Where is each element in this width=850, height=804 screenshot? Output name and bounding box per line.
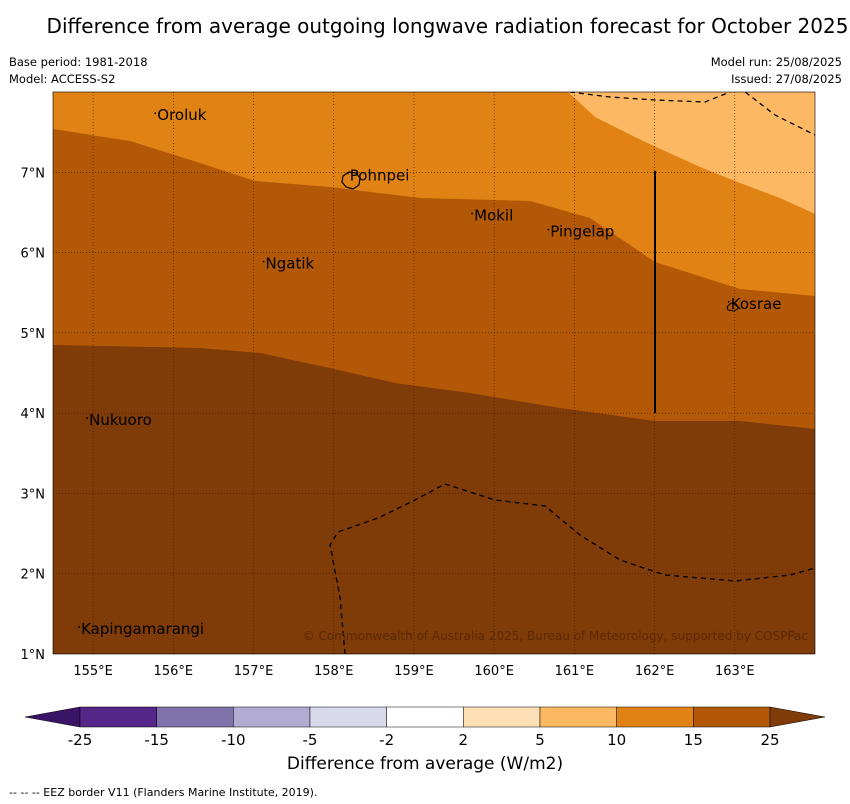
- island-marker: [86, 417, 88, 420]
- map-frame: [52, 91, 816, 655]
- lat-tick-label: 3°N: [21, 487, 46, 502]
- eez-border: [569, 92, 815, 136]
- colorbar-segment: [693, 706, 771, 728]
- meta-right: Model run: 25/08/2025 Issued: 27/08/2025: [711, 54, 842, 88]
- colorbar-segment: [233, 706, 311, 728]
- footnote: -- -- -- EEZ border V11 (Flanders Marine…: [9, 786, 318, 799]
- lat-tick-label: 7°N: [21, 166, 46, 181]
- island-label: Pingelap: [550, 223, 614, 241]
- model-run: Model run: 25/08/2025: [710, 55, 842, 69]
- colorbar-tick-label: 2: [459, 731, 469, 749]
- kosrae-coastline: [726, 302, 740, 312]
- meta-left: Base period: 1981-2018 Model: ACCESS-S2: [9, 54, 148, 88]
- island-label: Kapingamarangi: [81, 620, 204, 638]
- lat-tick-label: 5°N: [21, 327, 46, 342]
- colorbar-segment: [309, 706, 387, 728]
- island-marker: [262, 260, 265, 263]
- lat-tick-label: 4°N: [21, 407, 46, 422]
- colorbar-tick-label: -5: [303, 731, 318, 749]
- island-marker: [547, 228, 550, 231]
- colorbar-segment: [386, 706, 464, 728]
- island-label: Ngatik: [266, 255, 315, 273]
- island-marker: [154, 112, 157, 114]
- colorbar-tick-label: -15: [144, 731, 169, 749]
- olr-band-25-plus: [53, 345, 815, 654]
- colorbar-extend-low: [24, 706, 81, 728]
- lat-tick-label: 1°N: [21, 648, 46, 663]
- copyright-notice: © Commonwealth of Australia 2025, Bureau…: [303, 629, 808, 643]
- lon-tick-label: 163°E: [715, 664, 755, 679]
- island-label: Oroluk: [157, 106, 206, 124]
- colorbar-tick-label: 5: [535, 731, 545, 749]
- pohnpei-coastline: [341, 171, 361, 190]
- lon-tick-label: 160°E: [474, 664, 514, 679]
- island-label: Kosrae: [731, 295, 782, 313]
- colorbar-tick-label: 10: [607, 731, 626, 749]
- base-period: Base period: 1981-2018: [9, 55, 148, 69]
- colorbar-tick-label: -10: [221, 731, 246, 749]
- colorbar-extend-high: [769, 706, 826, 728]
- chart-title: Difference from average outgoing longwav…: [46, 14, 849, 38]
- colorbar-segment: [79, 706, 157, 728]
- island-label: Pohnpei: [350, 166, 410, 184]
- lon-tick-label: 156°E: [154, 664, 194, 679]
- lat-tick-label: 2°N: [21, 568, 46, 583]
- colorbar-tick-label: 25: [760, 731, 779, 749]
- lon-tick-label: 162°E: [635, 664, 675, 679]
- colorbar-segment: [616, 706, 694, 728]
- model-name: Model: ACCESS-S2: [9, 72, 116, 86]
- lon-tick-label: 161°E: [555, 664, 595, 679]
- island-marker: [78, 626, 80, 628]
- island-labels: Oroluk Pohnpei Mokil Pingelap Ngatik Kosrae Nu…: [78, 106, 781, 638]
- island-marker: [727, 300, 730, 303]
- lat-tick-label: 6°N: [21, 247, 46, 262]
- issued-date: Issued: 27/08/2025: [731, 72, 842, 86]
- lon-tick-label: 157°E: [234, 664, 274, 679]
- island-marker: [346, 172, 349, 175]
- colorbar: -25 -15 -10 -5 -2 2 5 10 15 25: [24, 706, 826, 749]
- axis-ticks: 155°E 156°E 157°E 158°E 159°E 160°E 161°E 162°E…: [21, 166, 755, 679]
- colorbar-label: Difference from average (W/m2): [286, 754, 564, 774]
- gridlines: [53, 92, 815, 654]
- eez-border: [329, 483, 815, 654]
- colorbar-segment: [156, 706, 234, 728]
- colorbar-tick-label: -25: [68, 731, 93, 749]
- colorbar-tick-label: -2: [379, 731, 394, 749]
- lon-tick-label: 158°E: [314, 664, 354, 679]
- lon-tick-label: 159°E: [394, 664, 434, 679]
- colorbar-segment: [539, 706, 617, 728]
- island-marker: [471, 212, 474, 215]
- colorbar-tick-label: 15: [684, 731, 703, 749]
- island-label: Mokil: [474, 206, 513, 224]
- olr-band-10-15: [53, 92, 815, 296]
- colorbar-segment: [463, 706, 541, 728]
- olr-band-5-10: [568, 92, 815, 214]
- lon-tick-label: 155°E: [73, 664, 113, 679]
- island-label: Nukuoro: [89, 411, 152, 429]
